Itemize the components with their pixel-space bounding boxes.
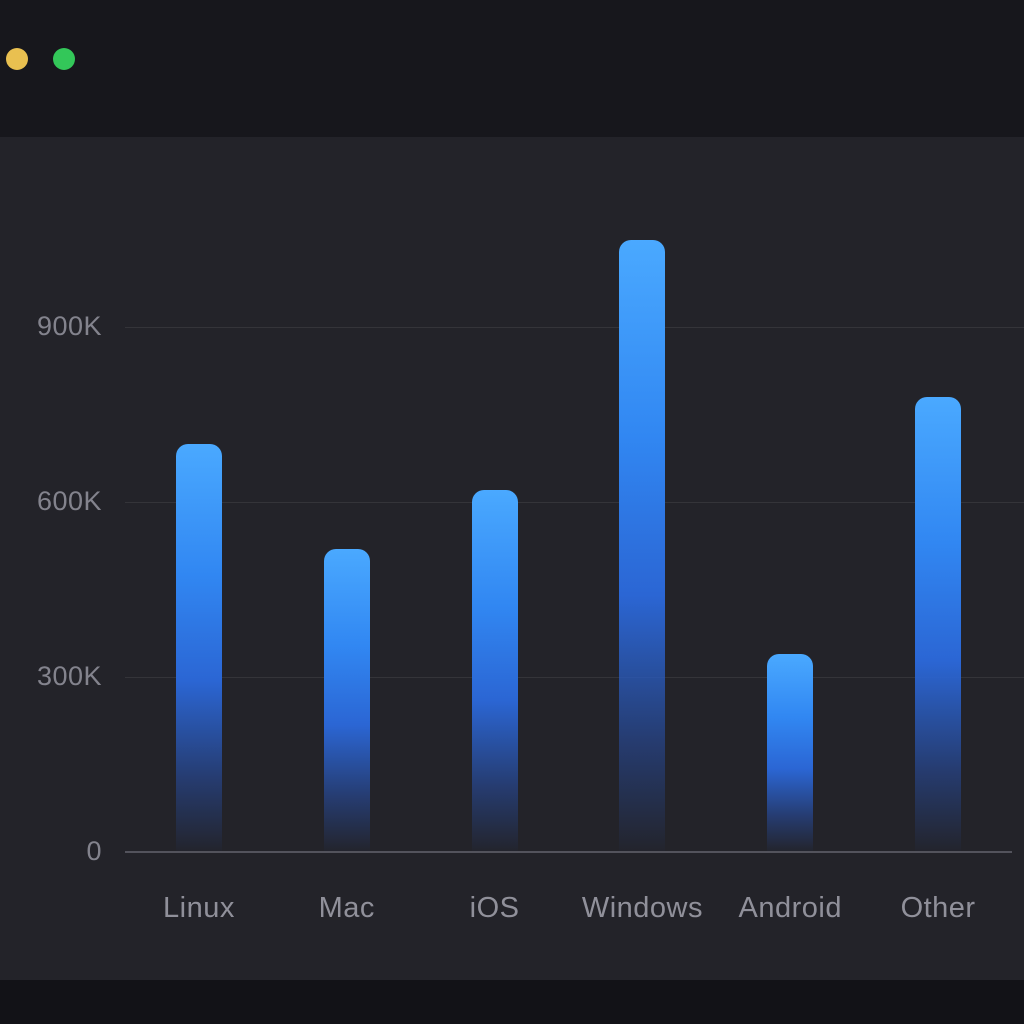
x-axis-label: iOS [469,892,520,924]
bar-ios[interactable] [471,490,518,852]
y-tick-label: 300K [36,661,102,691]
window-titlebar [0,0,1024,137]
bar-other[interactable] [915,397,962,852]
gridline [125,677,1024,678]
y-tick-label: 900K [36,311,102,341]
y-tick-label: 0 [86,836,102,866]
x-axis-label: Android [738,892,842,924]
bar-mac[interactable] [323,548,370,852]
zoom-light[interactable] [53,48,75,70]
bar-android[interactable] [767,653,814,852]
x-axis-label: Other [900,892,976,924]
x-axis-label: Linux [162,892,235,924]
y-tick-label: 600K [36,486,102,516]
bar-windows[interactable] [619,239,666,852]
footer-strip [0,980,1024,1024]
window-controls [6,48,75,70]
x-axis-line [125,851,1012,853]
minimize-light[interactable] [6,48,28,70]
bar-linux[interactable] [175,443,222,852]
gridline [125,502,1024,503]
gridline [125,327,1024,328]
bar-chart: 0 300K 600K 900K Linux Mac iOS Windows Android O… [0,137,1024,980]
x-axis-label: Windows [581,892,703,924]
x-axis-label: Mac [318,892,375,924]
